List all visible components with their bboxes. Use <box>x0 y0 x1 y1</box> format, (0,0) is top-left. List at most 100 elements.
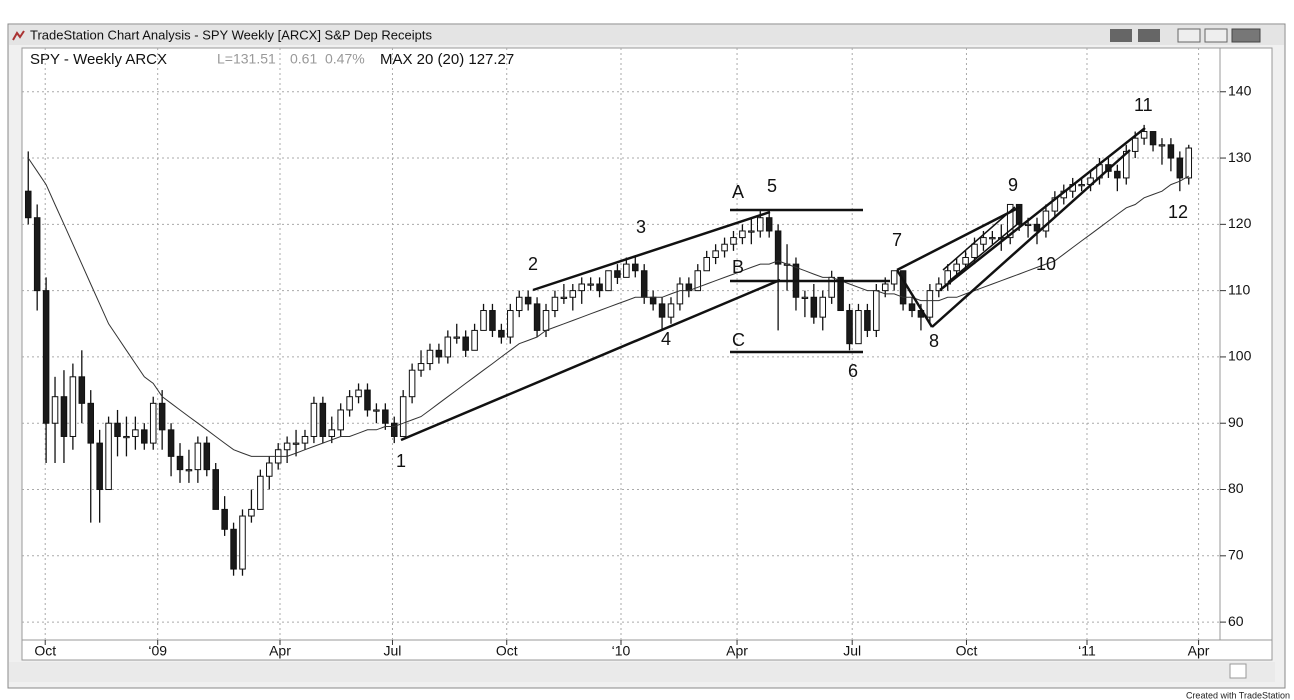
candle-body <box>283 442 291 451</box>
candle-body <box>364 389 371 411</box>
x-tick-label: ‘10 <box>612 643 631 659</box>
candle-body <box>953 263 960 272</box>
x-tick-label: Oct <box>956 643 978 659</box>
candle-body <box>221 508 228 530</box>
candle-body <box>158 402 166 431</box>
candle-body <box>1024 223 1032 227</box>
y-tick-label: 110 <box>1228 281 1251 297</box>
candle-body <box>480 310 487 331</box>
candle-body <box>926 290 934 318</box>
last-price: L=131.51 <box>217 51 276 67</box>
candle-body <box>292 442 300 445</box>
annotations: 1 2 3 4 A 5 B C 6 7 8 9 10 11 12 <box>396 95 1188 471</box>
x-tick-label: Apr <box>1188 643 1210 659</box>
candle-body <box>87 402 95 444</box>
candle-body <box>24 190 32 219</box>
candle-body <box>640 270 648 298</box>
annotation: 8 <box>929 331 939 351</box>
toolbar-button[interactable] <box>1110 29 1132 42</box>
candle-body <box>560 296 568 299</box>
moving-average <box>27 157 1190 457</box>
candle-body <box>266 462 273 477</box>
candle-body <box>1167 144 1175 159</box>
candle-body <box>765 217 773 232</box>
trendline <box>947 221 1021 283</box>
candle-body <box>114 422 121 437</box>
candle-body <box>756 217 764 232</box>
y-tick-label: 90 <box>1228 414 1244 430</box>
maximize-button[interactable] <box>1204 28 1228 43</box>
candle-body <box>319 402 327 437</box>
candle-body <box>587 283 594 286</box>
candle-body <box>33 217 41 292</box>
annotation: 10 <box>1036 254 1056 274</box>
annotation: 4 <box>661 329 671 349</box>
candle-body <box>435 349 443 358</box>
candle-body <box>632 263 639 272</box>
footer: Created with TradeStation <box>1186 690 1290 700</box>
y-tick-label: 80 <box>1228 480 1244 496</box>
candle-body <box>649 296 657 305</box>
trendline <box>400 278 781 442</box>
x-tick-label: ‘09 <box>148 643 167 659</box>
annotation: 7 <box>892 230 902 250</box>
y-tick-label: 100 <box>1228 348 1252 364</box>
candle-body <box>748 230 755 233</box>
x-tick-label: Oct <box>496 643 518 659</box>
candle-body <box>855 310 862 345</box>
candle-body <box>78 376 86 404</box>
candle-body <box>694 270 702 292</box>
trendline <box>895 269 934 328</box>
trendline <box>931 149 1131 328</box>
scroll-thumb[interactable] <box>1229 663 1247 679</box>
candle-body <box>605 270 612 292</box>
window-title: TradeStation Chart Analysis - SPY Weekly… <box>30 27 432 42</box>
candle-body <box>614 270 621 278</box>
change: 0.61 <box>290 51 317 67</box>
annotation: 5 <box>767 176 777 196</box>
candle-body <box>1158 144 1166 147</box>
candle-body <box>185 469 193 472</box>
candle-body <box>1140 131 1148 139</box>
candle-body <box>489 310 496 331</box>
annotation: 1 <box>396 451 406 471</box>
candle-body <box>667 303 675 318</box>
candle-body <box>69 376 77 437</box>
candle-body <box>819 296 827 318</box>
candle-body <box>542 310 550 331</box>
candle-body <box>1006 203 1014 239</box>
trendline <box>532 210 771 292</box>
annotation: 6 <box>848 361 858 381</box>
candle-body <box>248 508 255 517</box>
candle-body <box>596 283 603 292</box>
y-tick-label: 60 <box>1228 613 1244 629</box>
y-axis-area <box>1219 47 1273 641</box>
candle-body <box>203 442 211 471</box>
candle-body <box>962 256 969 265</box>
candle-body <box>551 296 559 312</box>
candle-body <box>51 396 59 424</box>
candle-body <box>176 455 184 471</box>
candle-body <box>1078 184 1085 187</box>
title-bar <box>9 25 1284 45</box>
x-tick-label: Oct <box>34 643 56 659</box>
candle-body <box>462 336 469 351</box>
annotation: C <box>732 330 745 350</box>
minimize-button[interactable] <box>1177 28 1201 43</box>
x-tick-label: Apr <box>726 643 748 659</box>
candle-body <box>881 283 889 292</box>
scrollbar[interactable] <box>9 662 1275 682</box>
close-button[interactable] <box>1231 28 1261 43</box>
candle-body <box>310 402 318 437</box>
annotation: 2 <box>528 254 538 274</box>
candle-body <box>864 310 871 331</box>
candle-body <box>1185 147 1193 179</box>
candle-body <box>141 429 148 444</box>
toolbar-button[interactable] <box>1138 29 1160 42</box>
x-tick-label: ‘11 <box>1078 643 1096 659</box>
candle-body <box>123 435 130 439</box>
candle-body <box>739 230 746 239</box>
